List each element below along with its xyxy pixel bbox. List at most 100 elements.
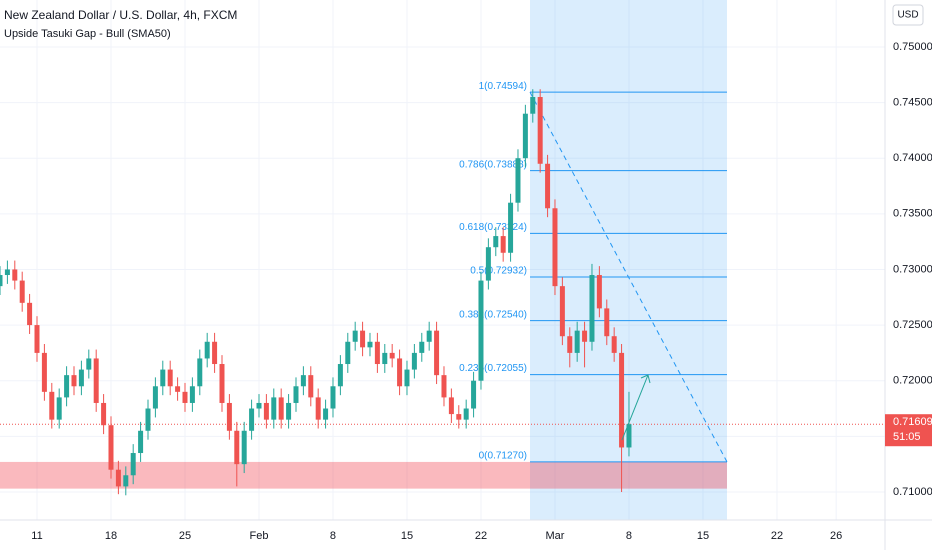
candle-body (108, 425, 114, 470)
candle-body (300, 375, 306, 387)
candle-body (352, 330, 358, 342)
candle-body (611, 336, 617, 353)
candle-body (515, 158, 521, 203)
candle-body (27, 302, 33, 326)
candle-body (545, 163, 551, 209)
candle-body (434, 330, 440, 376)
candle-body (530, 97, 536, 114)
x-tick-label: 25 (179, 530, 191, 542)
candle-body (315, 397, 321, 420)
x-tick-label: 15 (401, 530, 413, 542)
x-tick-label: 15 (697, 530, 709, 542)
x-tick-label: 8 (330, 530, 336, 542)
plot-area: 1(0.74594) 0.786(0.73888) 0.618(0.73324) 0.… (0, 0, 885, 520)
candle-body (219, 364, 225, 403)
candle-body (167, 369, 173, 387)
x-tick-label: Feb (250, 530, 269, 542)
candle-body (4, 269, 10, 276)
candle-body (426, 330, 432, 342)
candle-body (197, 358, 203, 387)
candle-body (86, 358, 92, 370)
fib-label: 0.618(0.73324) (459, 222, 527, 233)
fib-label: 0.786(0.73888) (459, 159, 527, 170)
candle-body (12, 269, 18, 281)
candle-body (522, 113, 528, 159)
x-tick-label: 22 (475, 530, 487, 542)
currency-label[interactable]: USD (897, 10, 918, 21)
candle-body (160, 369, 166, 387)
candle-body (78, 369, 84, 387)
candle-body (508, 202, 514, 253)
candle-body (256, 402, 262, 409)
y-tick-label: 0.75000 (893, 41, 932, 53)
candle-body (397, 358, 403, 387)
candle-body (182, 391, 188, 403)
y-tick-label: 0.73500 (893, 208, 932, 220)
candle-body (619, 352, 625, 448)
candle-body (323, 408, 329, 420)
candle-body (345, 341, 351, 365)
candle-body (226, 402, 232, 431)
candle-body (56, 397, 62, 420)
currency-button[interactable] (892, 4, 924, 26)
y-tick-label: 0.73000 (893, 263, 932, 275)
candle-body (330, 386, 336, 409)
fib-label: 0.382(0.72540) (459, 309, 527, 320)
candle-body (485, 247, 491, 281)
candle-body (567, 336, 573, 353)
candle-body (308, 375, 314, 398)
candle-body (212, 341, 218, 365)
y-tick-label: 0.71000 (893, 486, 932, 498)
candle-body (559, 286, 565, 337)
candle-body (471, 380, 477, 409)
candle-body (404, 369, 410, 387)
candle-body (189, 386, 195, 403)
candle-body (493, 236, 499, 248)
candle-body (589, 275, 595, 342)
candle-body (41, 352, 47, 392)
candle-body (552, 208, 558, 287)
candle-body (64, 375, 70, 398)
fib-label: 0(0.71270) (479, 451, 527, 462)
fib-label: 0.236(0.72055) (459, 363, 527, 374)
candle-body (152, 386, 158, 409)
x-tick-label: 8 (626, 530, 632, 542)
candle-body (626, 424, 632, 448)
fib-label: 0.5(0.72932) (470, 266, 527, 277)
chart-title: New Zealand Dollar / U.S. Dollar, 4h, FX… (4, 8, 237, 22)
candle-body (34, 325, 40, 353)
candle-body (582, 330, 588, 342)
candle-body (374, 341, 380, 365)
candle-body (271, 397, 277, 420)
indicator-name: Upside Tasuki Gap - Bull (SMA50) (4, 28, 171, 40)
candle-body (389, 352, 395, 359)
fib-label: 1(0.74594) (479, 81, 527, 92)
candle-body (456, 414, 462, 420)
candle-body (337, 364, 343, 387)
x-tick-label: 22 (771, 530, 783, 542)
candle-body (249, 408, 255, 431)
candle-body (93, 358, 99, 403)
candle-body (0, 275, 3, 287)
candle-body (574, 330, 580, 353)
candle-body (537, 97, 543, 164)
candle-body (115, 469, 121, 487)
support-zone (0, 461, 727, 489)
x-tick-label: 18 (105, 530, 117, 542)
last-price-label: 0.71609 (893, 416, 932, 428)
y-tick-label: 0.72000 (893, 375, 932, 387)
candle-body (138, 430, 144, 454)
y-tick-label: 0.74000 (893, 152, 932, 164)
candle-body (360, 330, 366, 348)
candle-body (500, 236, 506, 253)
candle-body (123, 475, 129, 487)
candle-body (175, 386, 181, 392)
candle-body (19, 280, 25, 303)
candle-body (278, 397, 284, 420)
candle-body (478, 280, 484, 381)
candle-body (382, 352, 388, 365)
candle-body (263, 402, 269, 420)
y-tick-label: 0.72500 (893, 319, 932, 331)
candle-body (596, 275, 602, 309)
